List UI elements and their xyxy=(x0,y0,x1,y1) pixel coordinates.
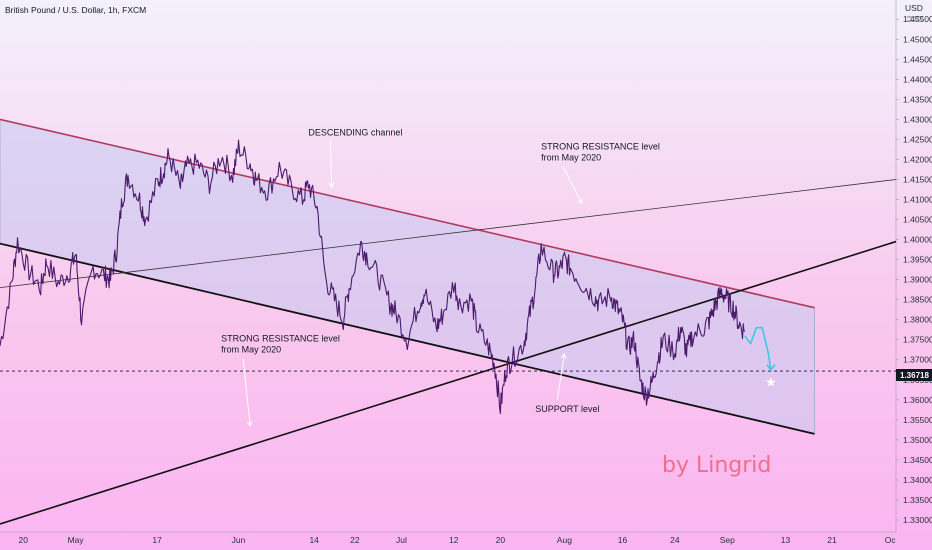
resistance-top-label-1: from May 2020 xyxy=(541,152,601,162)
x-tick-label: 20 xyxy=(19,535,29,545)
x-tick-label: 13 xyxy=(781,535,791,545)
y-tick-label: 1.39500 xyxy=(903,255,932,265)
descending-channel-annotation[interactable]: DESCENDING channel xyxy=(308,127,402,189)
descending-channel-arrow xyxy=(329,141,333,188)
y-tick-label: 1.42000 xyxy=(903,154,932,164)
currency-label: USD xyxy=(905,3,923,13)
x-tick-label: 22 xyxy=(350,535,360,545)
y-tick-label: 1.34000 xyxy=(903,475,932,485)
target-star-icon: ★ xyxy=(765,376,777,391)
y-tick-label: 1.44000 xyxy=(903,74,932,84)
support-label-0: SUPPORT level xyxy=(535,404,599,414)
x-tick-label: 17 xyxy=(152,535,162,545)
y-tick-label: 1.34500 xyxy=(903,455,932,465)
x-tick-label: Oc xyxy=(885,535,897,545)
price-series-line[interactable] xyxy=(0,139,746,415)
y-tick-label: 1.38000 xyxy=(903,315,932,325)
support-arrow xyxy=(556,353,565,400)
descending-channel-arrowhead xyxy=(328,182,335,189)
y-tick-label: 1.39000 xyxy=(903,275,932,285)
y-tick-label: 1.44500 xyxy=(903,54,932,64)
y-tick-label: 1.41500 xyxy=(903,174,932,184)
x-tick-label: Jul xyxy=(396,535,407,545)
resistance-bottom-arrow xyxy=(242,358,251,426)
chart-settings-icon[interactable] xyxy=(907,16,923,22)
forecast-path xyxy=(744,326,772,370)
support-arrowhead xyxy=(560,352,567,359)
x-tick-label: May xyxy=(68,535,85,545)
y-tick-label: 1.45000 xyxy=(903,34,932,44)
y-tick-label: 1.42500 xyxy=(903,134,932,144)
x-tick-label: 14 xyxy=(309,535,319,545)
current-price-label: 1.36718 xyxy=(900,371,929,380)
resistance-top-arrow xyxy=(562,166,583,204)
y-tick-label: 1.36000 xyxy=(903,395,932,405)
y-tick-label: 1.40000 xyxy=(903,235,932,245)
y-tick-label: 1.37000 xyxy=(903,355,932,365)
x-tick-label: Sep xyxy=(720,535,735,545)
y-tick-label: 1.45500 xyxy=(903,14,932,24)
channel-fill xyxy=(0,119,815,434)
y-tick-label: 1.35500 xyxy=(903,415,932,425)
forecast-arrowhead xyxy=(766,364,776,372)
y-tick-label: 1.35000 xyxy=(903,435,932,445)
watermark-brand: by Lingrid xyxy=(662,453,771,478)
channel-upper-line[interactable] xyxy=(0,118,815,309)
resistance-bottom-label-0: STRONG RESISTANCE level xyxy=(221,334,340,344)
y-tick-label: 1.43500 xyxy=(903,94,932,104)
x-tick-label: Jun xyxy=(232,535,246,545)
x-tick-label: 20 xyxy=(496,535,506,545)
support-annotation[interactable]: SUPPORT level xyxy=(535,352,599,414)
x-tick-label: 24 xyxy=(670,535,680,545)
symbol-title: British Pound / U.S. Dollar, 1h, FXCM xyxy=(5,5,146,15)
descending-channel-label-0: DESCENDING channel xyxy=(308,127,402,137)
resistance-rising-line[interactable] xyxy=(0,179,897,289)
support-rising-line[interactable] xyxy=(0,240,897,525)
y-tick-label: 1.40500 xyxy=(903,215,932,225)
y-tick-label: 1.33500 xyxy=(903,495,932,505)
resistance-bottom-label-1: from May 2020 xyxy=(221,345,281,355)
y-tick-label: 1.33000 xyxy=(903,515,932,525)
x-tick-label: Aug xyxy=(557,535,572,545)
x-tick-label: 16 xyxy=(618,535,628,545)
y-tick-label: 1.38500 xyxy=(903,295,932,305)
x-tick-label: 12 xyxy=(449,535,459,545)
y-tick-label: 1.37500 xyxy=(903,335,932,345)
y-tick-label: 1.43000 xyxy=(903,114,932,124)
resistance-bottom-arrowhead xyxy=(246,421,253,427)
current-price-marker: 1.36718 xyxy=(896,369,932,381)
resistance-top-label-0: STRONG RESISTANCE level xyxy=(541,141,660,151)
x-tick-label: 21 xyxy=(827,535,837,545)
channel-lower-line[interactable] xyxy=(0,242,815,435)
resistance-top-arrowhead xyxy=(577,198,583,205)
y-tick-label: 1.41000 xyxy=(903,195,932,205)
